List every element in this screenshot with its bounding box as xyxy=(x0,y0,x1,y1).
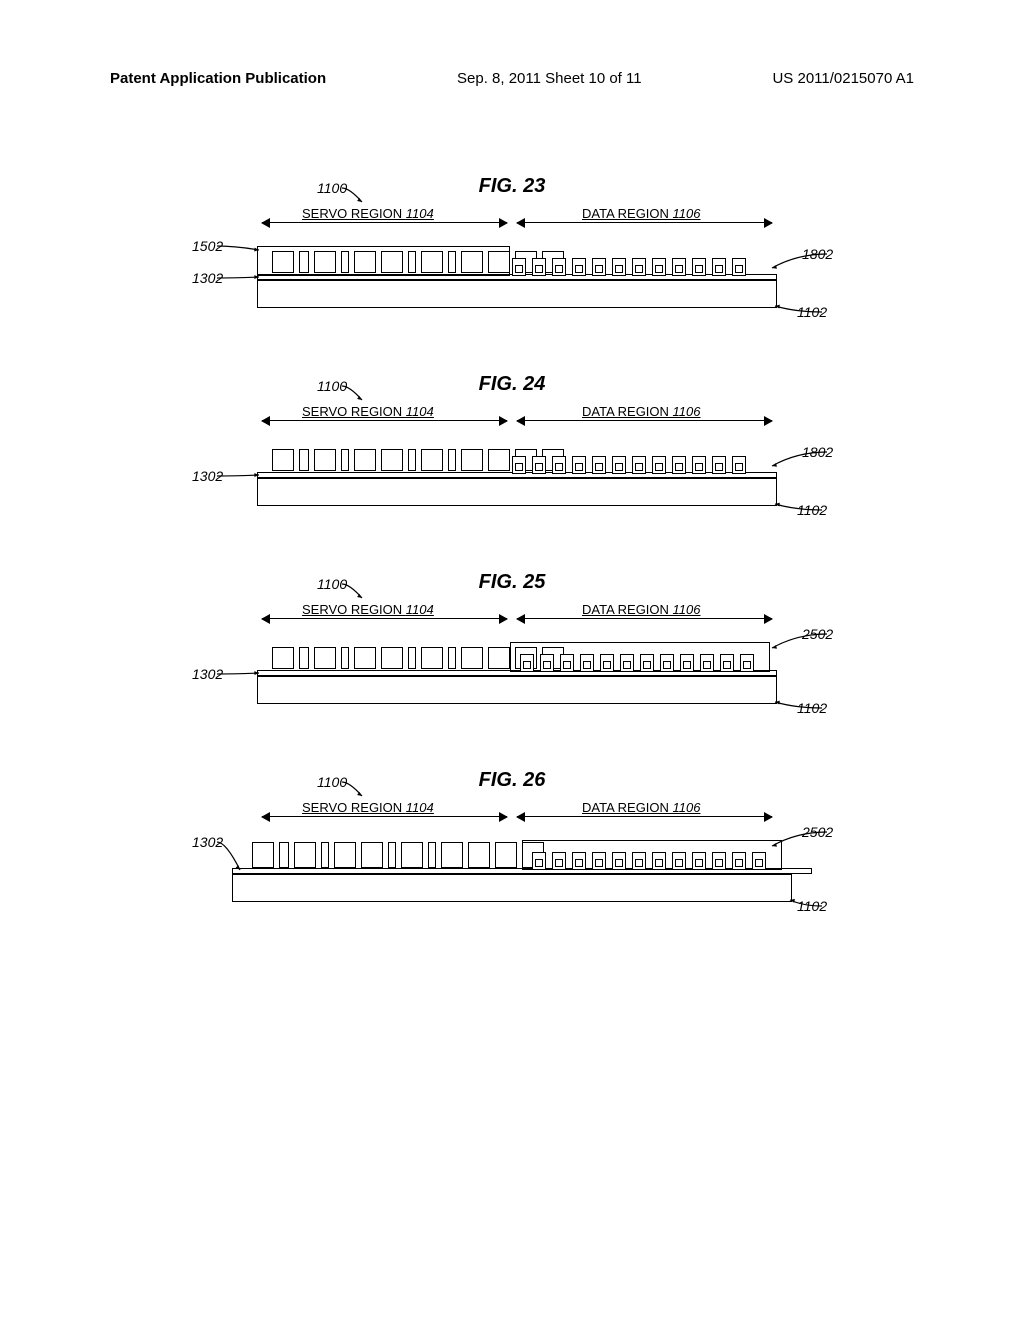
servo-region-label: SERVO REGION 1104 xyxy=(302,602,434,617)
header-left: Patent Application Publication xyxy=(110,70,326,87)
ref-1100: 1100 xyxy=(317,378,347,394)
header-center: Sep. 8, 2011 Sheet 10 of 11 xyxy=(457,70,642,87)
figures-container: FIG. 23 SERVO REGION 1104 DATA REGION 1106… xyxy=(0,175,1024,902)
servo-region-label: SERVO REGION 1104 xyxy=(302,800,434,815)
page-header: Patent Application Publication Sep. 8, 2… xyxy=(0,70,1024,87)
figure-title: FIG. 26 xyxy=(110,769,914,792)
figure-24: FIG. 24 SERVO REGION 1104 DATA REGION 1106… xyxy=(110,373,914,506)
diagram: 11001802110215021302 xyxy=(212,228,812,308)
ref-1502: 1502 xyxy=(192,238,223,254)
diagram: 1100250211021302 xyxy=(212,624,812,704)
figure-title: FIG. 23 xyxy=(110,175,914,198)
diagram: 1100180211021302 xyxy=(212,426,812,506)
ref-1102: 1102 xyxy=(797,304,827,320)
region-labels: SERVO REGION 1104 DATA REGION 1106 xyxy=(212,402,812,426)
data-region-label: DATA REGION 1106 xyxy=(582,404,701,419)
figure-title: FIG. 25 xyxy=(110,571,914,594)
data-region-label: DATA REGION 1106 xyxy=(582,206,701,221)
data-region-label: DATA REGION 1106 xyxy=(582,602,701,617)
region-labels: SERVO REGION 1104 DATA REGION 1106 xyxy=(212,798,812,822)
figure-title: FIG. 24 xyxy=(110,373,914,396)
figure-26: FIG. 26 SERVO REGION 1104 DATA REGION 1106… xyxy=(110,769,914,902)
region-labels: SERVO REGION 1104 DATA REGION 1106 xyxy=(212,600,812,624)
servo-region-label: SERVO REGION 1104 xyxy=(302,206,434,221)
ref-1302: 1302 xyxy=(192,468,223,484)
ref-1302: 1302 xyxy=(192,270,223,286)
servo-region-label: SERVO REGION 1104 xyxy=(302,404,434,419)
ref-1100: 1100 xyxy=(317,576,347,592)
ref-1102: 1102 xyxy=(797,898,827,914)
ref-2502: 2502 xyxy=(802,626,833,642)
ref-1102: 1102 xyxy=(797,502,827,518)
figure-23: FIG. 23 SERVO REGION 1104 DATA REGION 1106… xyxy=(110,175,914,308)
ref-2502: 2502 xyxy=(802,824,833,840)
ref-1302: 1302 xyxy=(192,666,223,682)
ref-1100: 1100 xyxy=(317,180,347,196)
diagram: 1100250211021302 xyxy=(212,822,812,902)
data-region-label: DATA REGION 1106 xyxy=(582,800,701,815)
ref-1802: 1802 xyxy=(802,444,833,460)
ref-1102: 1102 xyxy=(797,700,827,716)
ref-1100: 1100 xyxy=(317,774,347,790)
ref-1802: 1802 xyxy=(802,246,833,262)
ref-1302: 1302 xyxy=(192,834,223,850)
region-labels: SERVO REGION 1104 DATA REGION 1106 xyxy=(212,204,812,228)
header-right: US 2011/0215070 A1 xyxy=(772,70,914,87)
figure-25: FIG. 25 SERVO REGION 1104 DATA REGION 1106… xyxy=(110,571,914,704)
